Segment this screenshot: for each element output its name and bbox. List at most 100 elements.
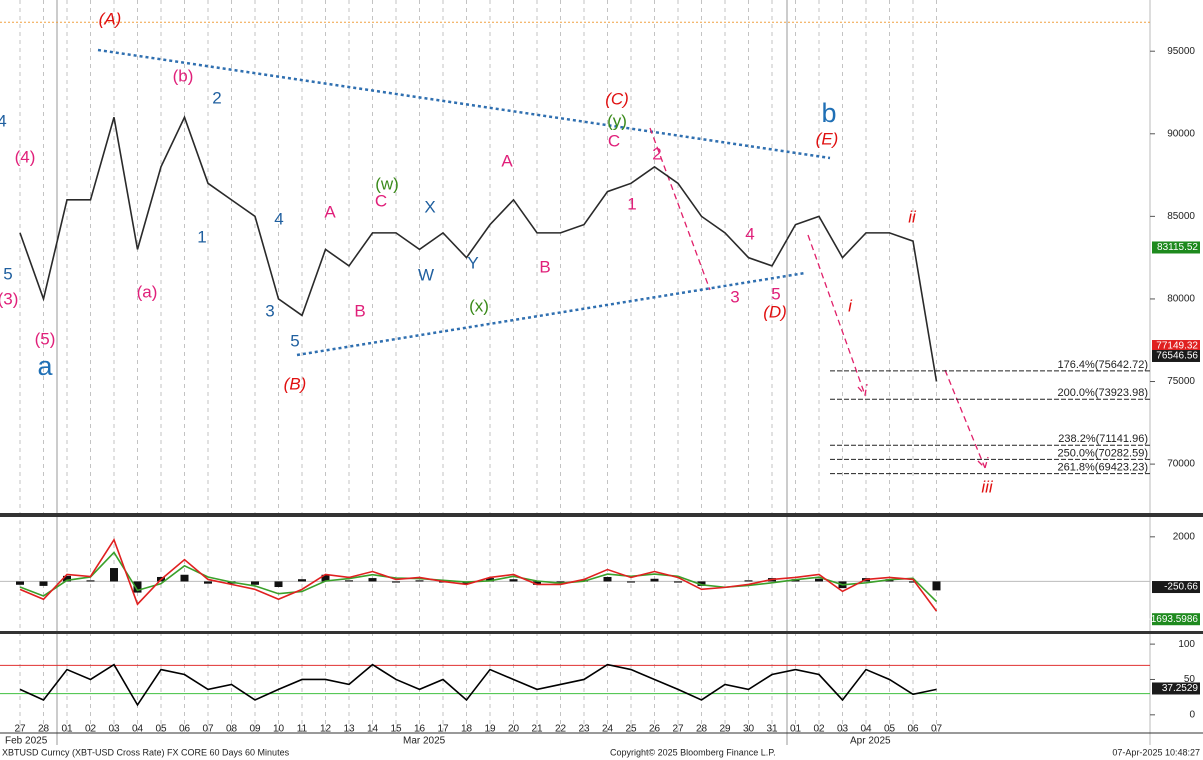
footer-left: XBTUSD Curncy (XBT-USD Cross Rate) FX CO…: [2, 747, 290, 757]
histogram-bar: [909, 581, 917, 583]
price-label: 37.2529: [1162, 683, 1199, 694]
histogram-bar: [509, 579, 518, 582]
histogram-bar: [251, 581, 259, 585]
wave-label: B: [354, 301, 365, 320]
wave-label: (w): [375, 174, 399, 193]
fib-label: 261.8%(69423.23): [1057, 462, 1148, 474]
wave-label: (B): [284, 374, 307, 393]
wave-label: A: [324, 202, 336, 221]
y-tick-label: 80000: [1167, 294, 1195, 305]
x-tick-label: 21: [531, 724, 543, 735]
y-tick-label: 85000: [1167, 211, 1195, 222]
fib-label: 250.0%(70282.59): [1057, 447, 1148, 459]
grid: [19, 0, 937, 733]
wave-label: (x): [469, 296, 489, 315]
x-tick-label: 04: [860, 724, 872, 735]
price-label: -250.66: [1164, 582, 1198, 593]
y-tick-label: 75000: [1167, 376, 1195, 387]
histogram-bar: [86, 580, 95, 582]
x-tick-label: 09: [249, 724, 261, 735]
wave-label: (E): [816, 129, 839, 148]
x-tick-label: 30: [743, 724, 755, 735]
wave-label: 3: [730, 287, 739, 306]
wave-label: 4: [0, 111, 7, 130]
fib-label: 238.2%(71141.96): [1058, 433, 1148, 445]
y-tick-label: 70000: [1167, 459, 1195, 470]
histogram-bar: [274, 581, 283, 588]
histogram-bar: [556, 581, 565, 583]
wave-label: a: [37, 351, 53, 381]
histogram-bar: [533, 581, 541, 585]
histogram-bar: [321, 574, 330, 582]
histogram-bar: [486, 578, 494, 582]
x-group-label: Apr 2025: [850, 736, 891, 747]
x-tick-label: 16: [414, 724, 426, 735]
histogram-bar: [39, 581, 48, 586]
wave-label: iii: [981, 477, 994, 496]
y-tick-label: 50: [1184, 674, 1196, 685]
series-line: [19, 663, 937, 707]
price-label: -1693.5986: [1147, 614, 1198, 625]
price-label: 77149.32: [1156, 341, 1198, 352]
wave-label: C: [608, 131, 620, 150]
x-tick-label: 06: [907, 724, 919, 735]
x-tick-label: 31: [766, 724, 778, 735]
x-tick-label: 26: [649, 724, 661, 735]
price-label-box: [1152, 340, 1200, 353]
trendline: [296, 271, 806, 357]
panel-divider: [0, 513, 1203, 517]
wave-label: (b): [173, 66, 194, 85]
x-tick-label: 27: [14, 724, 26, 735]
y-tick-label: 2000: [1173, 531, 1196, 542]
histogram-bar: [368, 578, 377, 582]
x-tick-label: 02: [85, 724, 97, 735]
histogram-bar: [392, 581, 400, 583]
wave-label: i: [848, 296, 853, 315]
histogram-bar: [627, 581, 635, 583]
wave-label: Y: [467, 253, 478, 272]
histogram-bar: [298, 579, 306, 582]
series-line: [19, 115, 938, 382]
fib-label: 200.0%(73923.98): [1057, 387, 1148, 399]
x-tick-label: 02: [813, 724, 825, 735]
x-tick-label: 04: [132, 724, 144, 735]
x-group-label: Feb 2025: [5, 736, 48, 747]
wave-label: (3): [0, 289, 18, 308]
x-tick-label: 07: [202, 724, 214, 735]
footer-center: Copyright© 2025 Bloomberg Finance L.P.: [610, 747, 776, 757]
x-tick-label: 23: [578, 724, 590, 735]
wave-label: 1: [627, 194, 636, 213]
wave-label: 2: [212, 88, 221, 107]
x-tick-label: 22: [555, 724, 567, 735]
price-label-box: [1152, 581, 1200, 594]
histogram-bar: [932, 581, 941, 591]
x-group-label: Mar 2025: [403, 736, 446, 747]
wave-label: (4): [15, 147, 36, 166]
histogram-bar: [697, 581, 706, 586]
wave-label: (A): [99, 9, 122, 28]
wave-label: 4: [745, 224, 754, 243]
x-tick-label: 01: [790, 724, 802, 735]
wave-label: A: [501, 151, 513, 170]
wave-label: 2: [652, 144, 661, 163]
histogram-bar: [415, 580, 424, 582]
histogram-bar: [345, 580, 353, 582]
x-tick-label: 20: [508, 724, 520, 735]
x-tick-label: 06: [179, 724, 191, 735]
wave-label: C: [375, 191, 387, 210]
x-tick-label: 17: [437, 724, 449, 735]
wave-label: 1: [197, 227, 206, 246]
histogram-bar: [744, 580, 753, 582]
wave-label: 4: [274, 209, 283, 228]
price-label-box: [1152, 682, 1200, 695]
x-tick-label: 03: [837, 724, 849, 735]
wave-label: W: [418, 265, 434, 284]
wave-label: X: [424, 197, 435, 216]
y-tick-label: 90000: [1167, 128, 1195, 139]
x-tick-label: 08: [226, 724, 238, 735]
series-line: [19, 538, 938, 612]
wave-label: 5: [771, 284, 780, 303]
histogram-bar: [204, 581, 212, 584]
